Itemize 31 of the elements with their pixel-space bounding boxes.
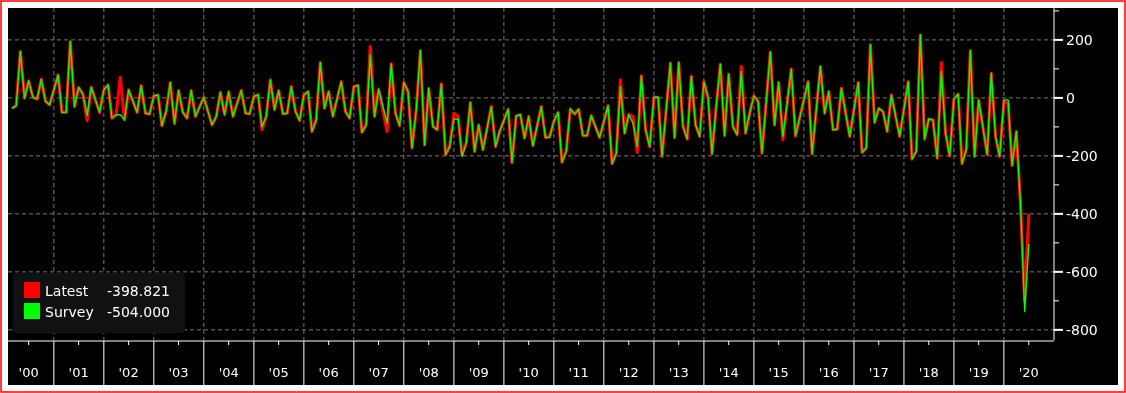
x-tick-label: '00 (18, 365, 39, 380)
x-tick-label: '07 (368, 365, 389, 380)
y-tick-label: 0 (1066, 89, 1075, 106)
x-tick-label: '20 (1018, 365, 1039, 380)
x-tick-label: '14 (718, 365, 739, 380)
x-tick-label: '10 (518, 365, 539, 380)
x-tick-label: '06 (318, 365, 339, 380)
legend-label: Survey (45, 304, 94, 320)
legend-label: Latest (45, 283, 89, 299)
y-tick-label: 200 (1066, 31, 1093, 48)
x-tick-label: '17 (868, 365, 889, 380)
x-tick-label: '15 (768, 365, 789, 380)
y-tick-label: -200 (1066, 147, 1098, 164)
x-tick-label: '19 (968, 365, 989, 380)
x-tick-label: '01 (68, 365, 89, 380)
x-tick-label: '04 (218, 365, 239, 380)
x-tick-label: '11 (568, 365, 589, 380)
y-tick-label: -400 (1066, 205, 1098, 222)
annotation: -504.000 (107, 304, 170, 320)
annotation: -398.821 (107, 283, 170, 299)
x-tick-label: '09 (468, 365, 489, 380)
y-tick-label: -800 (1066, 321, 1098, 338)
x-tick-label: '03 (168, 365, 189, 380)
y-tick-label: -600 (1066, 263, 1098, 280)
x-tick-label: '18 (918, 365, 939, 380)
x-tick-label: '08 (418, 365, 439, 380)
x-tick-label: '05 (268, 365, 289, 380)
x-tick-label: '12 (618, 365, 639, 380)
x-tick-label: '16 (818, 365, 839, 380)
x-tick-label: '02 (118, 365, 139, 380)
x-tick-label: '13 (668, 365, 689, 380)
